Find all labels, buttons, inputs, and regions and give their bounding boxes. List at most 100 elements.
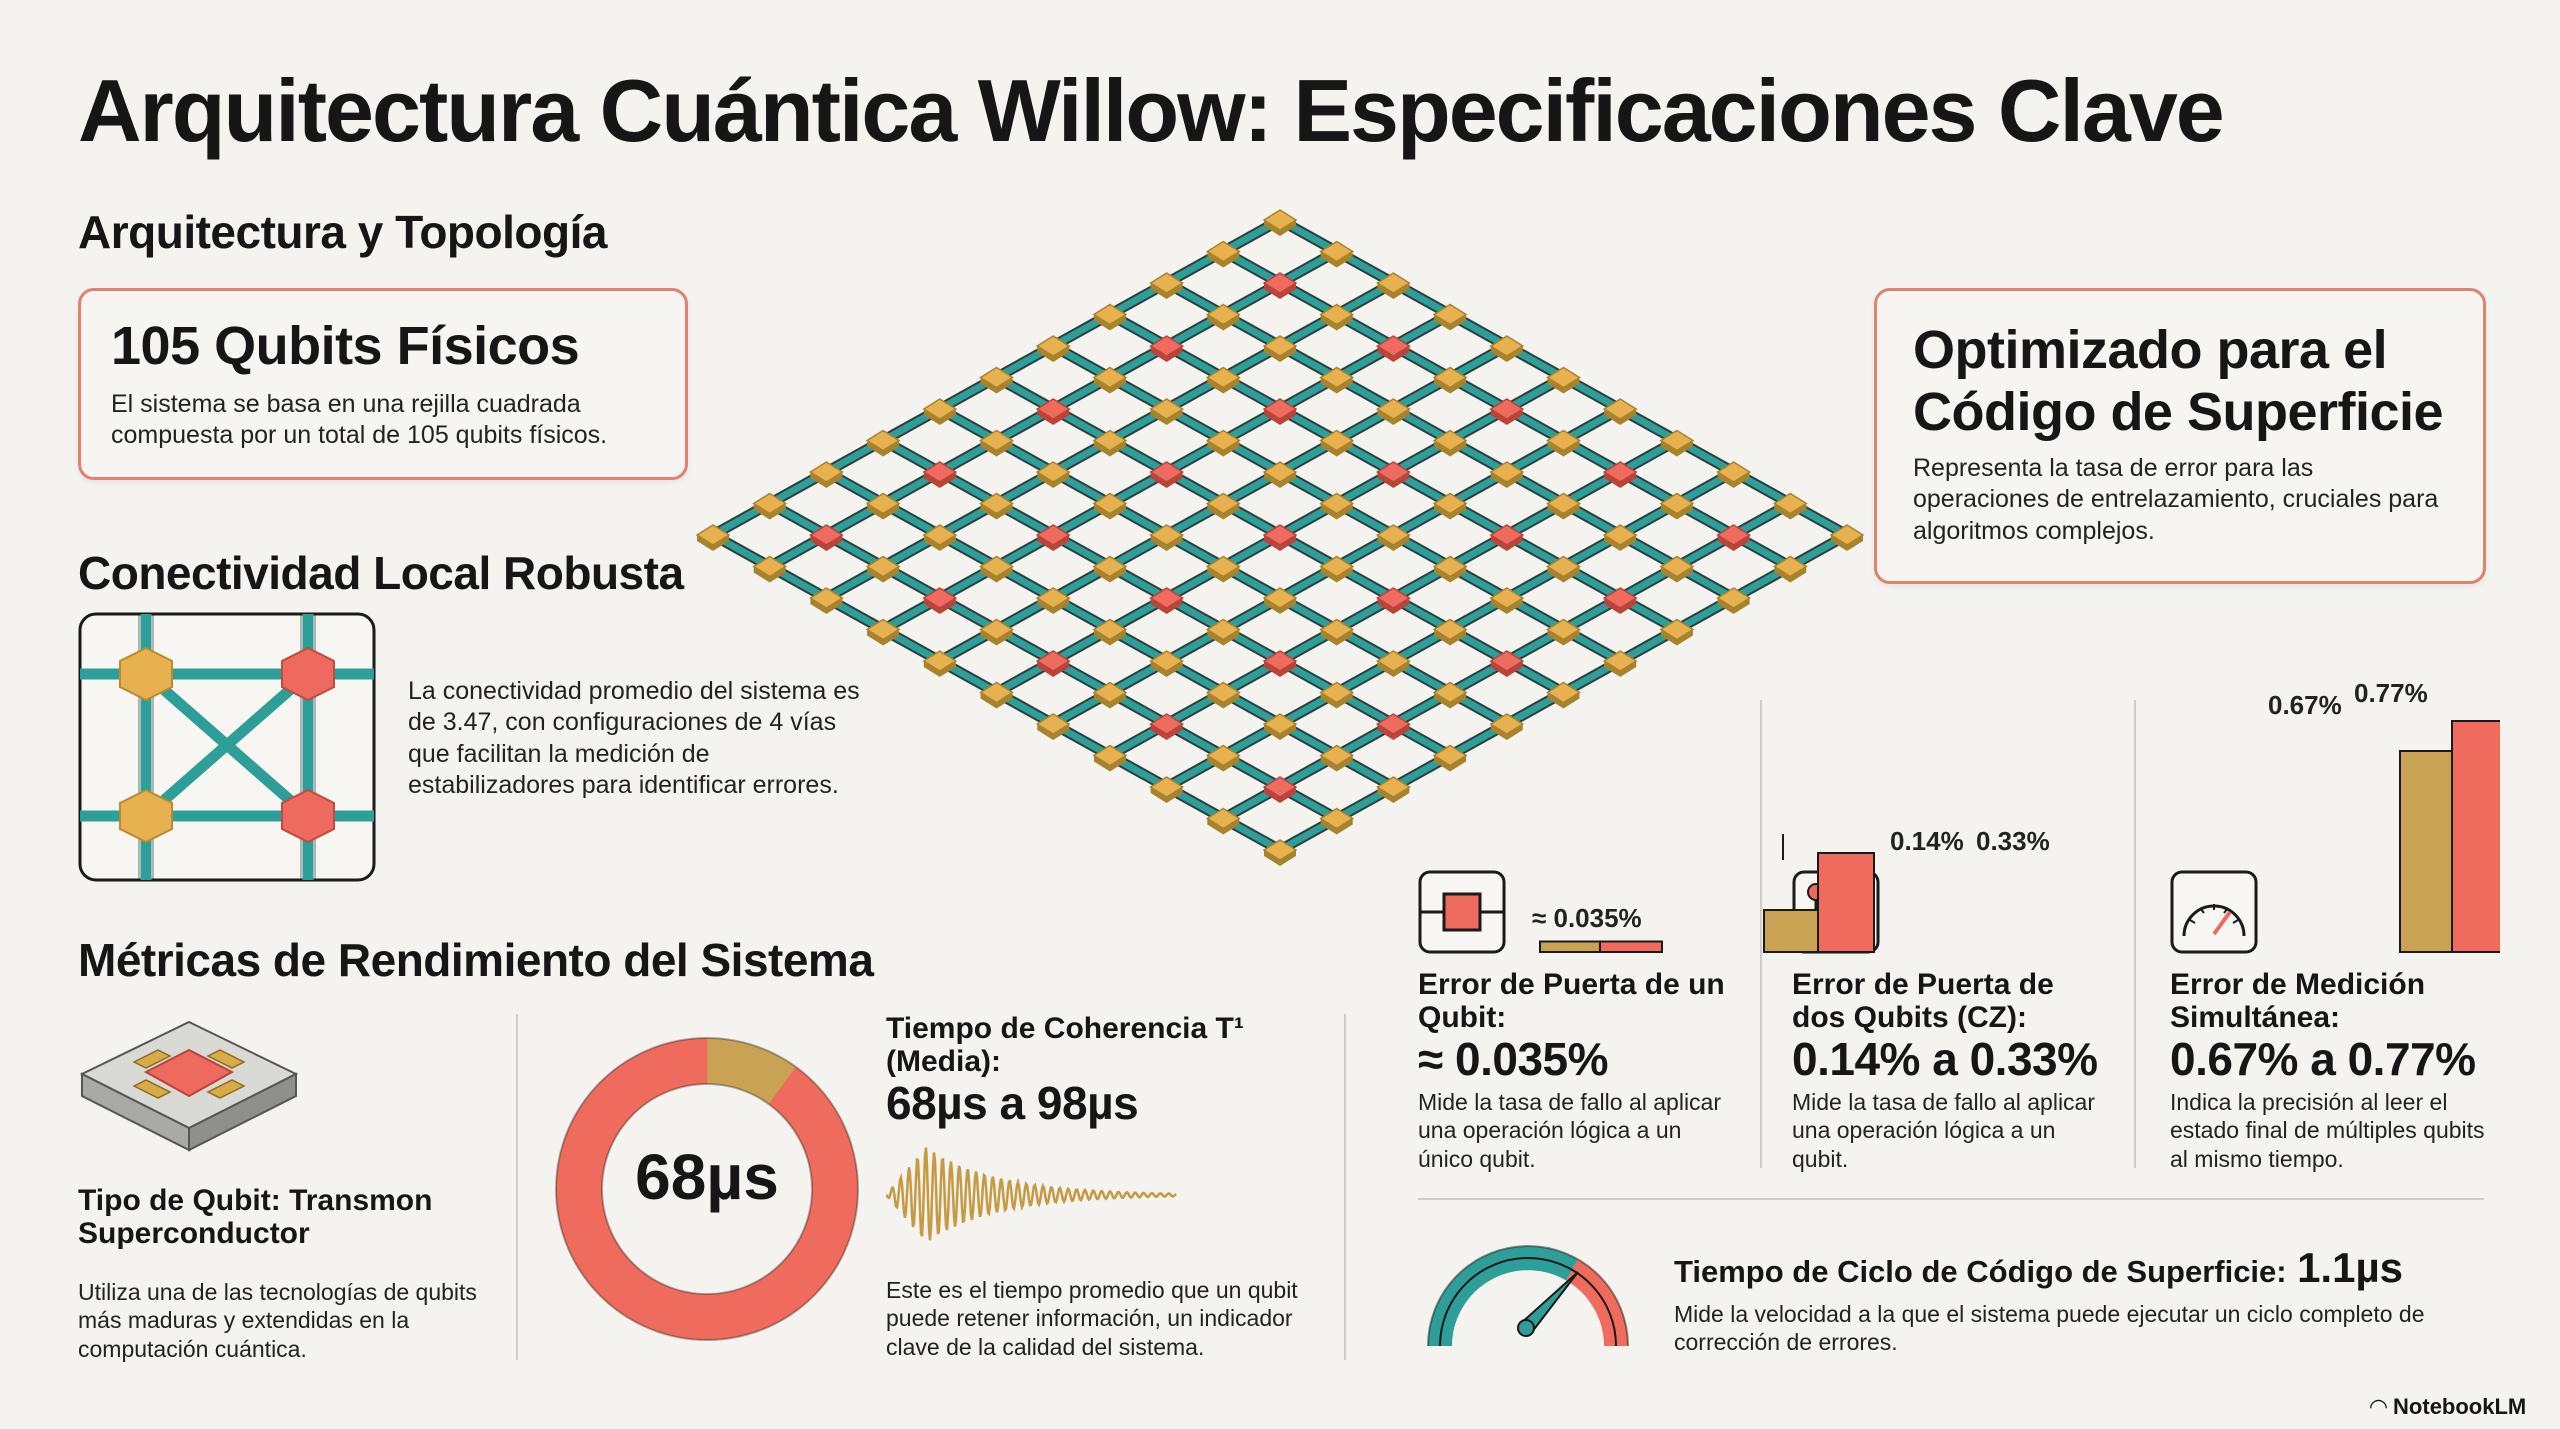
qubit-node xyxy=(979,555,1014,578)
qubit-node xyxy=(1149,335,1185,357)
qubit-node xyxy=(1205,807,1241,830)
qubit-lattice-diagram xyxy=(695,209,1865,866)
qubit-node xyxy=(752,555,788,578)
donut-outline xyxy=(601,1083,813,1295)
qubit-node xyxy=(1205,492,1241,515)
error-bar-chart xyxy=(1539,720,2500,953)
measurement-label: Error de Medición Simultánea: xyxy=(2170,968,2426,1034)
single-gate-bar-label: ≈ 0.035% xyxy=(1532,903,1642,933)
qubit-node xyxy=(808,461,844,483)
coherence-donut-chart xyxy=(555,1037,859,1341)
qubit-node xyxy=(1829,524,1865,546)
coherence-value: 68µs a 98µs xyxy=(886,1077,1139,1129)
qubit-node xyxy=(1659,492,1695,515)
qubits-card-title: 105 Qubits Físicos xyxy=(111,316,580,376)
qubit-node xyxy=(1262,209,1298,231)
qubit-node xyxy=(1659,618,1695,641)
divider xyxy=(2134,700,2136,1168)
measurement-bar-label-min: 0.67% xyxy=(2268,690,2342,720)
qubit-node xyxy=(1092,303,1128,326)
page-title: Arquitectura Cuántica Willow: Especifica… xyxy=(78,61,2225,160)
qubit-node xyxy=(1205,744,1241,767)
qubit-node xyxy=(1035,461,1071,483)
qubit-node xyxy=(1319,429,1355,452)
surface-code-card-title: Optimizado para el Código de Superficie xyxy=(1913,320,2444,443)
qubit-node xyxy=(1035,713,1071,735)
qubit-node xyxy=(1092,429,1128,452)
qubit-node xyxy=(1035,398,1071,420)
qubit-node xyxy=(1546,555,1581,578)
error-bar xyxy=(1817,852,1875,953)
measurement-bar-label-max: 0.77% xyxy=(2354,678,2428,708)
surface-code-card-body: Representa la tasa de error para las ope… xyxy=(1913,454,2439,545)
qubit-node xyxy=(1489,461,1525,483)
qubit-node xyxy=(1149,713,1185,735)
divider xyxy=(1418,1198,2484,1200)
divider xyxy=(1760,700,1762,1168)
qubit-node xyxy=(1149,587,1185,609)
qubit-node xyxy=(1092,681,1128,704)
qubit-node xyxy=(1262,776,1298,798)
qubit-node xyxy=(1489,713,1525,735)
qubit-node xyxy=(1546,618,1581,641)
qubit-node xyxy=(1149,461,1185,483)
donut-outline xyxy=(555,1037,859,1341)
qubit-node xyxy=(1432,744,1468,767)
qubit-node xyxy=(1205,366,1241,389)
error-bar xyxy=(1599,940,1663,953)
divider xyxy=(1344,1014,1346,1360)
qubit-node xyxy=(1375,398,1411,420)
qubit-node xyxy=(1092,366,1128,389)
qubit-node xyxy=(1432,618,1468,641)
qubit-type-body: Utiliza una de las tecnologías de qubits… xyxy=(78,1279,477,1362)
qubit-node xyxy=(1319,618,1355,641)
qubit-node xyxy=(1489,524,1525,546)
two-gate-bar-label-min: 0.14% xyxy=(1890,826,1964,856)
qubit-node xyxy=(1149,272,1185,294)
qubit-node xyxy=(1659,429,1695,452)
speedometer-icon xyxy=(1427,1245,1629,1347)
qubit-node xyxy=(1602,587,1638,609)
qubit-node xyxy=(1262,650,1298,672)
qubit-node xyxy=(1375,650,1411,672)
surface-code-card: Optimizado para el Código de Superficie … xyxy=(1874,288,2486,584)
qubit-node xyxy=(1035,587,1071,609)
single-qubit-icon xyxy=(1418,870,1506,954)
qubit-node xyxy=(1375,713,1411,735)
qubit-node xyxy=(1149,398,1185,420)
qubit-node xyxy=(1319,366,1355,389)
two-gate-label: Error de Puerta de dos Qubits (CZ): xyxy=(1792,968,2054,1034)
decay-waveform-icon xyxy=(886,1147,1177,1241)
qubit-node xyxy=(1772,555,1808,578)
qubit-node xyxy=(1432,555,1468,578)
qubit-node xyxy=(1489,650,1525,672)
cycle-label: Tiempo de Ciclo de Código de Superficie: xyxy=(1674,1254,2287,1289)
qubit-node xyxy=(1375,335,1411,357)
qubit-node xyxy=(1205,618,1241,641)
qubit-node xyxy=(1375,587,1411,609)
qubit-type-label: Tipo de Qubit: Transmon Superconductor xyxy=(78,1184,433,1250)
qubit-node xyxy=(1716,524,1752,546)
coherence-label: Tiempo de Coherencia T¹ (Media): xyxy=(886,1012,1244,1078)
qubit-node xyxy=(1432,492,1468,515)
qubit-node xyxy=(1092,492,1128,515)
qubit-node xyxy=(1546,681,1581,704)
error-bar xyxy=(2399,750,2457,953)
qubit-node xyxy=(1262,524,1298,546)
qubit-node xyxy=(865,429,901,452)
qubit-node xyxy=(1432,429,1468,452)
decay-wave xyxy=(886,1147,1177,1241)
qubit-node xyxy=(1262,335,1298,357)
qubit-node xyxy=(1772,492,1808,515)
qubit-node xyxy=(1149,524,1185,546)
qubit-node xyxy=(1602,650,1638,672)
qubit-node xyxy=(922,461,958,483)
cycle-body: Mide la velocidad a la que el sistema pu… xyxy=(1674,1301,2425,1356)
single-gate-body: Mide la tasa de fallo al aplicar una ope… xyxy=(1418,1089,1721,1172)
qubit-node xyxy=(1035,335,1071,357)
qubit-node xyxy=(1375,461,1411,483)
qubit-node xyxy=(1205,681,1241,704)
qubit-node xyxy=(1262,398,1298,420)
qubit-node xyxy=(1319,240,1355,263)
qubit-node xyxy=(1262,839,1298,861)
